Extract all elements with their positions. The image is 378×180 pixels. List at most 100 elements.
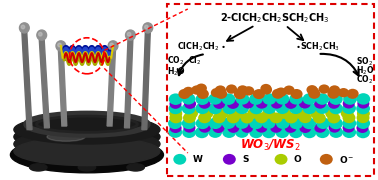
Circle shape — [215, 85, 226, 95]
Polygon shape — [59, 50, 67, 126]
Circle shape — [325, 108, 338, 119]
Circle shape — [231, 108, 244, 119]
Circle shape — [356, 112, 370, 123]
Circle shape — [302, 127, 316, 138]
Circle shape — [338, 88, 349, 97]
Circle shape — [327, 89, 339, 99]
Circle shape — [328, 123, 341, 133]
Circle shape — [303, 93, 316, 105]
Circle shape — [329, 93, 343, 105]
Circle shape — [196, 118, 209, 129]
Circle shape — [243, 86, 254, 96]
Circle shape — [276, 93, 289, 105]
Circle shape — [249, 118, 263, 129]
Circle shape — [357, 108, 370, 119]
Circle shape — [356, 93, 370, 105]
Circle shape — [58, 43, 61, 47]
Circle shape — [215, 89, 227, 99]
Text: H$_2$O: H$_2$O — [356, 65, 375, 77]
Circle shape — [242, 98, 254, 109]
Circle shape — [314, 99, 326, 109]
Circle shape — [235, 126, 249, 138]
Circle shape — [255, 112, 268, 123]
Circle shape — [240, 113, 254, 123]
Circle shape — [329, 85, 340, 95]
Text: H$_2$O: H$_2$O — [167, 66, 185, 78]
Text: $\bullet$SCH$_2$CH$_3$: $\bullet$SCH$_2$CH$_3$ — [295, 40, 340, 53]
Circle shape — [256, 123, 268, 133]
Circle shape — [313, 113, 326, 123]
Circle shape — [276, 102, 289, 114]
Polygon shape — [142, 32, 150, 130]
Circle shape — [182, 118, 196, 129]
Circle shape — [212, 112, 226, 123]
Circle shape — [285, 99, 297, 109]
Circle shape — [356, 103, 370, 114]
Circle shape — [289, 103, 303, 114]
Circle shape — [195, 127, 209, 138]
Ellipse shape — [127, 164, 144, 171]
Circle shape — [185, 108, 198, 119]
Circle shape — [314, 123, 326, 133]
Circle shape — [198, 112, 211, 123]
Circle shape — [342, 123, 355, 133]
Circle shape — [328, 99, 340, 109]
Polygon shape — [22, 32, 32, 130]
Circle shape — [285, 123, 297, 133]
Circle shape — [276, 117, 290, 129]
Ellipse shape — [29, 164, 47, 171]
Circle shape — [208, 93, 222, 105]
Circle shape — [173, 154, 186, 165]
Circle shape — [195, 93, 209, 105]
Circle shape — [343, 93, 357, 105]
Circle shape — [249, 127, 263, 138]
Circle shape — [223, 154, 236, 165]
Circle shape — [316, 118, 330, 129]
Circle shape — [270, 123, 282, 133]
Circle shape — [249, 93, 263, 105]
Circle shape — [263, 93, 276, 105]
Circle shape — [270, 112, 283, 123]
Circle shape — [329, 126, 343, 138]
Circle shape — [262, 127, 276, 138]
Circle shape — [276, 127, 289, 138]
Circle shape — [226, 84, 237, 94]
Circle shape — [260, 84, 271, 93]
Circle shape — [237, 85, 248, 95]
Circle shape — [181, 93, 195, 105]
Polygon shape — [39, 40, 50, 128]
Circle shape — [169, 108, 182, 119]
Polygon shape — [107, 50, 115, 126]
Circle shape — [222, 93, 235, 105]
Circle shape — [308, 89, 320, 99]
Text: 2-ClCH$_2$CH$_2$SCH$_2$CH$_3$: 2-ClCH$_2$CH$_2$SCH$_2$CH$_3$ — [220, 11, 330, 25]
Circle shape — [274, 154, 288, 165]
Circle shape — [227, 112, 240, 123]
Circle shape — [169, 103, 182, 114]
Circle shape — [299, 98, 311, 109]
Ellipse shape — [11, 137, 163, 173]
Ellipse shape — [14, 122, 160, 151]
Circle shape — [310, 108, 323, 119]
Text: WO$_3$/WS$_2$: WO$_3$/WS$_2$ — [240, 138, 301, 153]
Ellipse shape — [14, 115, 160, 144]
Ellipse shape — [14, 130, 160, 158]
Circle shape — [125, 30, 135, 40]
Circle shape — [329, 118, 343, 129]
Circle shape — [342, 118, 356, 129]
Circle shape — [262, 102, 276, 114]
Circle shape — [21, 25, 25, 29]
Ellipse shape — [47, 132, 85, 141]
Text: CO$_2$: CO$_2$ — [356, 74, 373, 86]
Circle shape — [253, 89, 265, 99]
Circle shape — [308, 87, 319, 96]
Text: ClCH$_2$CH$_2\bullet$: ClCH$_2$CH$_2\bullet$ — [177, 40, 226, 53]
Circle shape — [342, 112, 355, 123]
Circle shape — [303, 103, 316, 114]
Circle shape — [222, 117, 235, 129]
Circle shape — [56, 41, 66, 51]
Circle shape — [356, 118, 370, 129]
Circle shape — [284, 86, 294, 95]
Circle shape — [248, 108, 260, 119]
Text: CO$_2$  Cl$_2$: CO$_2$ Cl$_2$ — [167, 54, 201, 66]
